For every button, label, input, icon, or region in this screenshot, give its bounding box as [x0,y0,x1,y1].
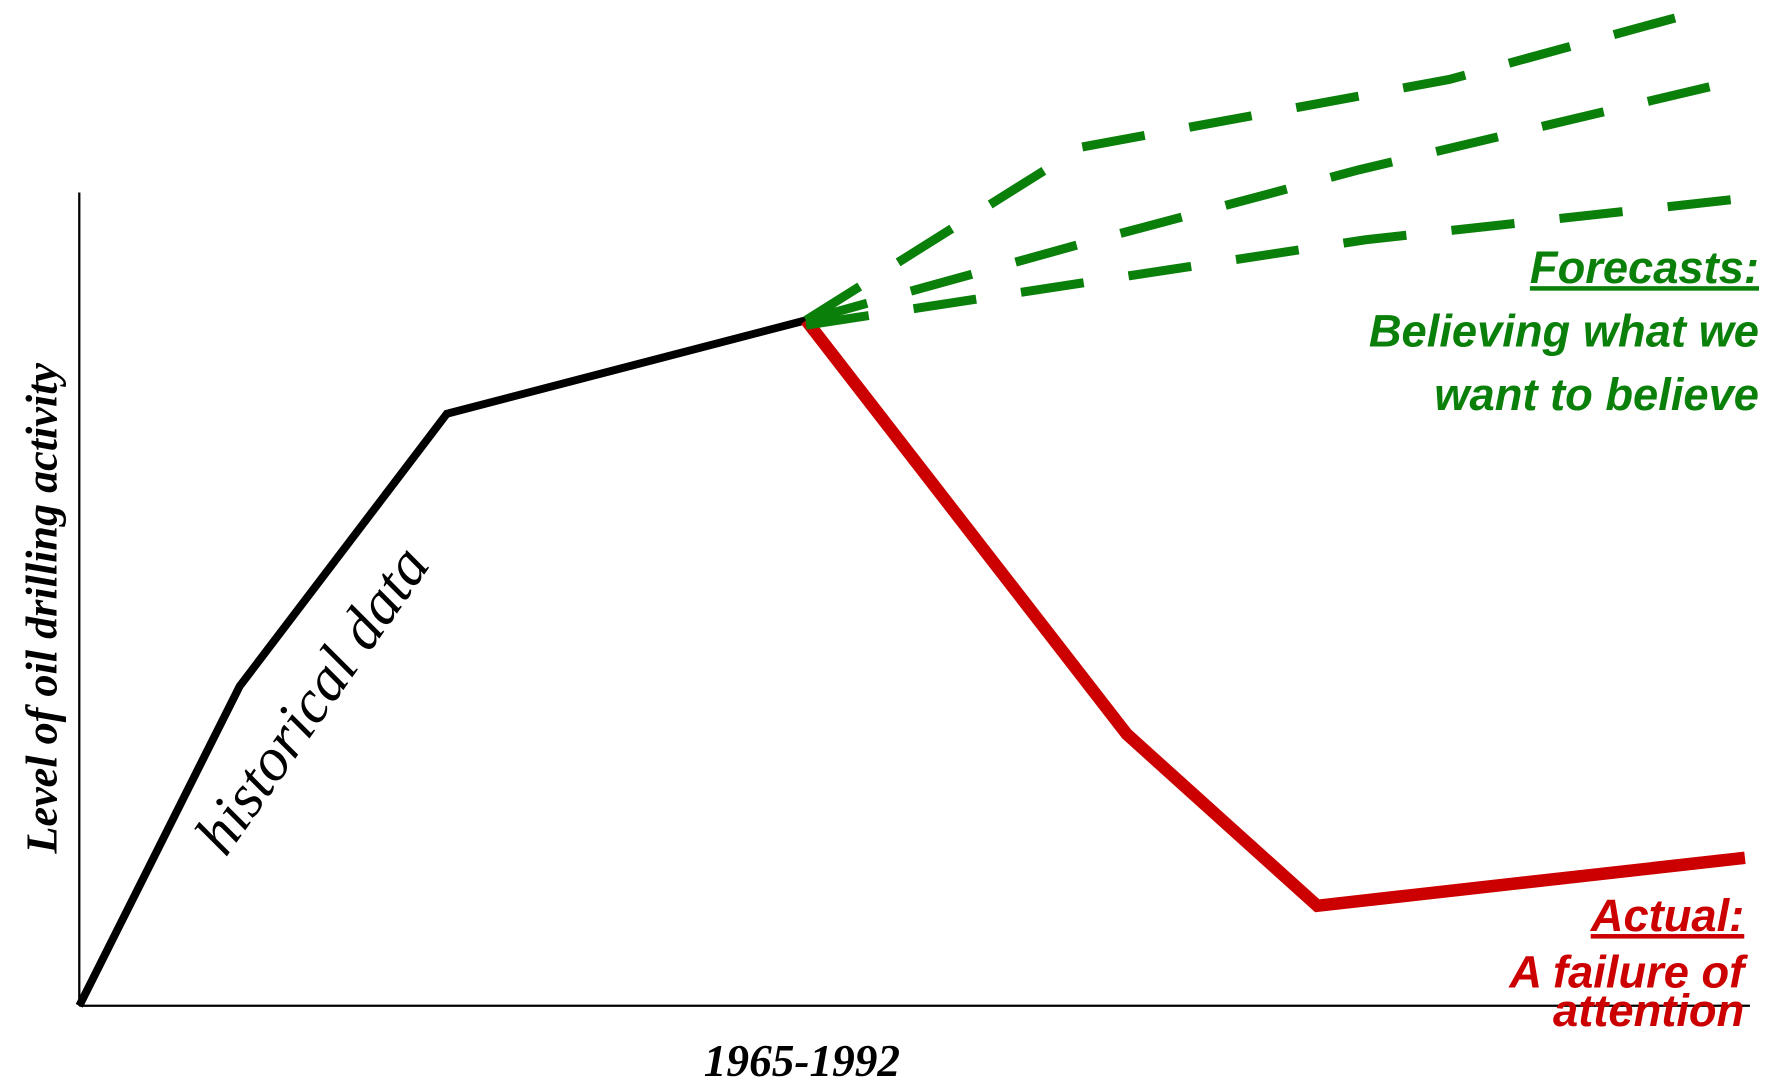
forecast-text: want to believe [1434,369,1759,420]
actual-heading: Actual: [1590,890,1745,941]
actual-text: attention [1553,985,1744,1036]
series-line [804,78,1728,325]
x-axis-label: 1965-1992 [704,1036,900,1081]
forecast-text: Believing what we [1369,306,1759,357]
forecast-heading: Forecasts: [1530,242,1759,293]
series-line [801,316,1746,913]
historical-label: historical data [181,534,442,867]
actual-text: A failure of [1508,947,1748,998]
y-axis-label: Level of oil drilling activity [18,363,67,855]
series-line [805,193,1746,330]
series-line [803,6,1702,325]
series-line [75,316,808,1008]
